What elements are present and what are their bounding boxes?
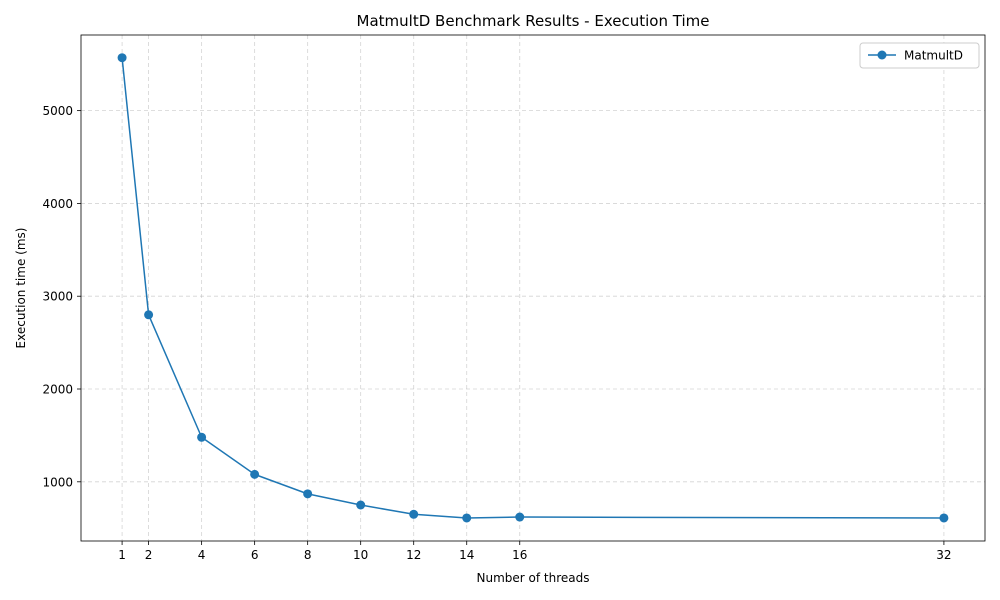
x-tick-label: 1 [118, 548, 126, 562]
plot-area [81, 35, 985, 541]
legend: MatmultD [859, 42, 980, 69]
data-point [117, 53, 127, 63]
legend-series-label: MatmultD [904, 49, 963, 63]
y-tick-label: 1000 [42, 475, 73, 489]
y-tick-label: 3000 [42, 290, 73, 304]
x-tick-label: 10 [353, 548, 368, 562]
y-tick-label: 4000 [42, 197, 73, 211]
y-tick-label: 2000 [42, 383, 73, 397]
data-point [303, 489, 313, 499]
series-layer [117, 53, 949, 523]
legend-frame [859, 42, 980, 69]
data-point [462, 513, 472, 523]
x-tick-label: 14 [459, 548, 474, 562]
grid [81, 35, 985, 541]
x-tick-label: 8 [304, 548, 312, 562]
y-ticks: 1000 2000 3000 4000 5000 [42, 104, 81, 489]
data-point [515, 512, 525, 522]
x-tick-label: 32 [936, 548, 951, 562]
data-point [250, 469, 260, 479]
legend-series-marker [877, 50, 887, 60]
y-axis-label: Execution time (ms) [14, 228, 28, 349]
x-tick-label: 4 [198, 548, 206, 562]
chart-title: MatmultD Benchmark Results - Execution T… [357, 12, 710, 30]
series-line [121, 57, 944, 519]
y-tick-label: 5000 [42, 104, 73, 118]
plot-frame [80, 34, 986, 542]
x-tick-label: 6 [251, 548, 259, 562]
x-axis-label: Number of threads [477, 571, 590, 585]
data-point [197, 432, 207, 442]
x-tick-label: 2 [145, 548, 153, 562]
data-point [939, 513, 949, 523]
x-tick-label: 16 [512, 548, 527, 562]
data-point [409, 509, 419, 519]
data-point [144, 310, 154, 320]
x-ticks: 1 2 4 6 8 10 12 14 16 32 [118, 541, 952, 562]
data-point [356, 500, 366, 510]
x-tick-label: 12 [406, 548, 421, 562]
